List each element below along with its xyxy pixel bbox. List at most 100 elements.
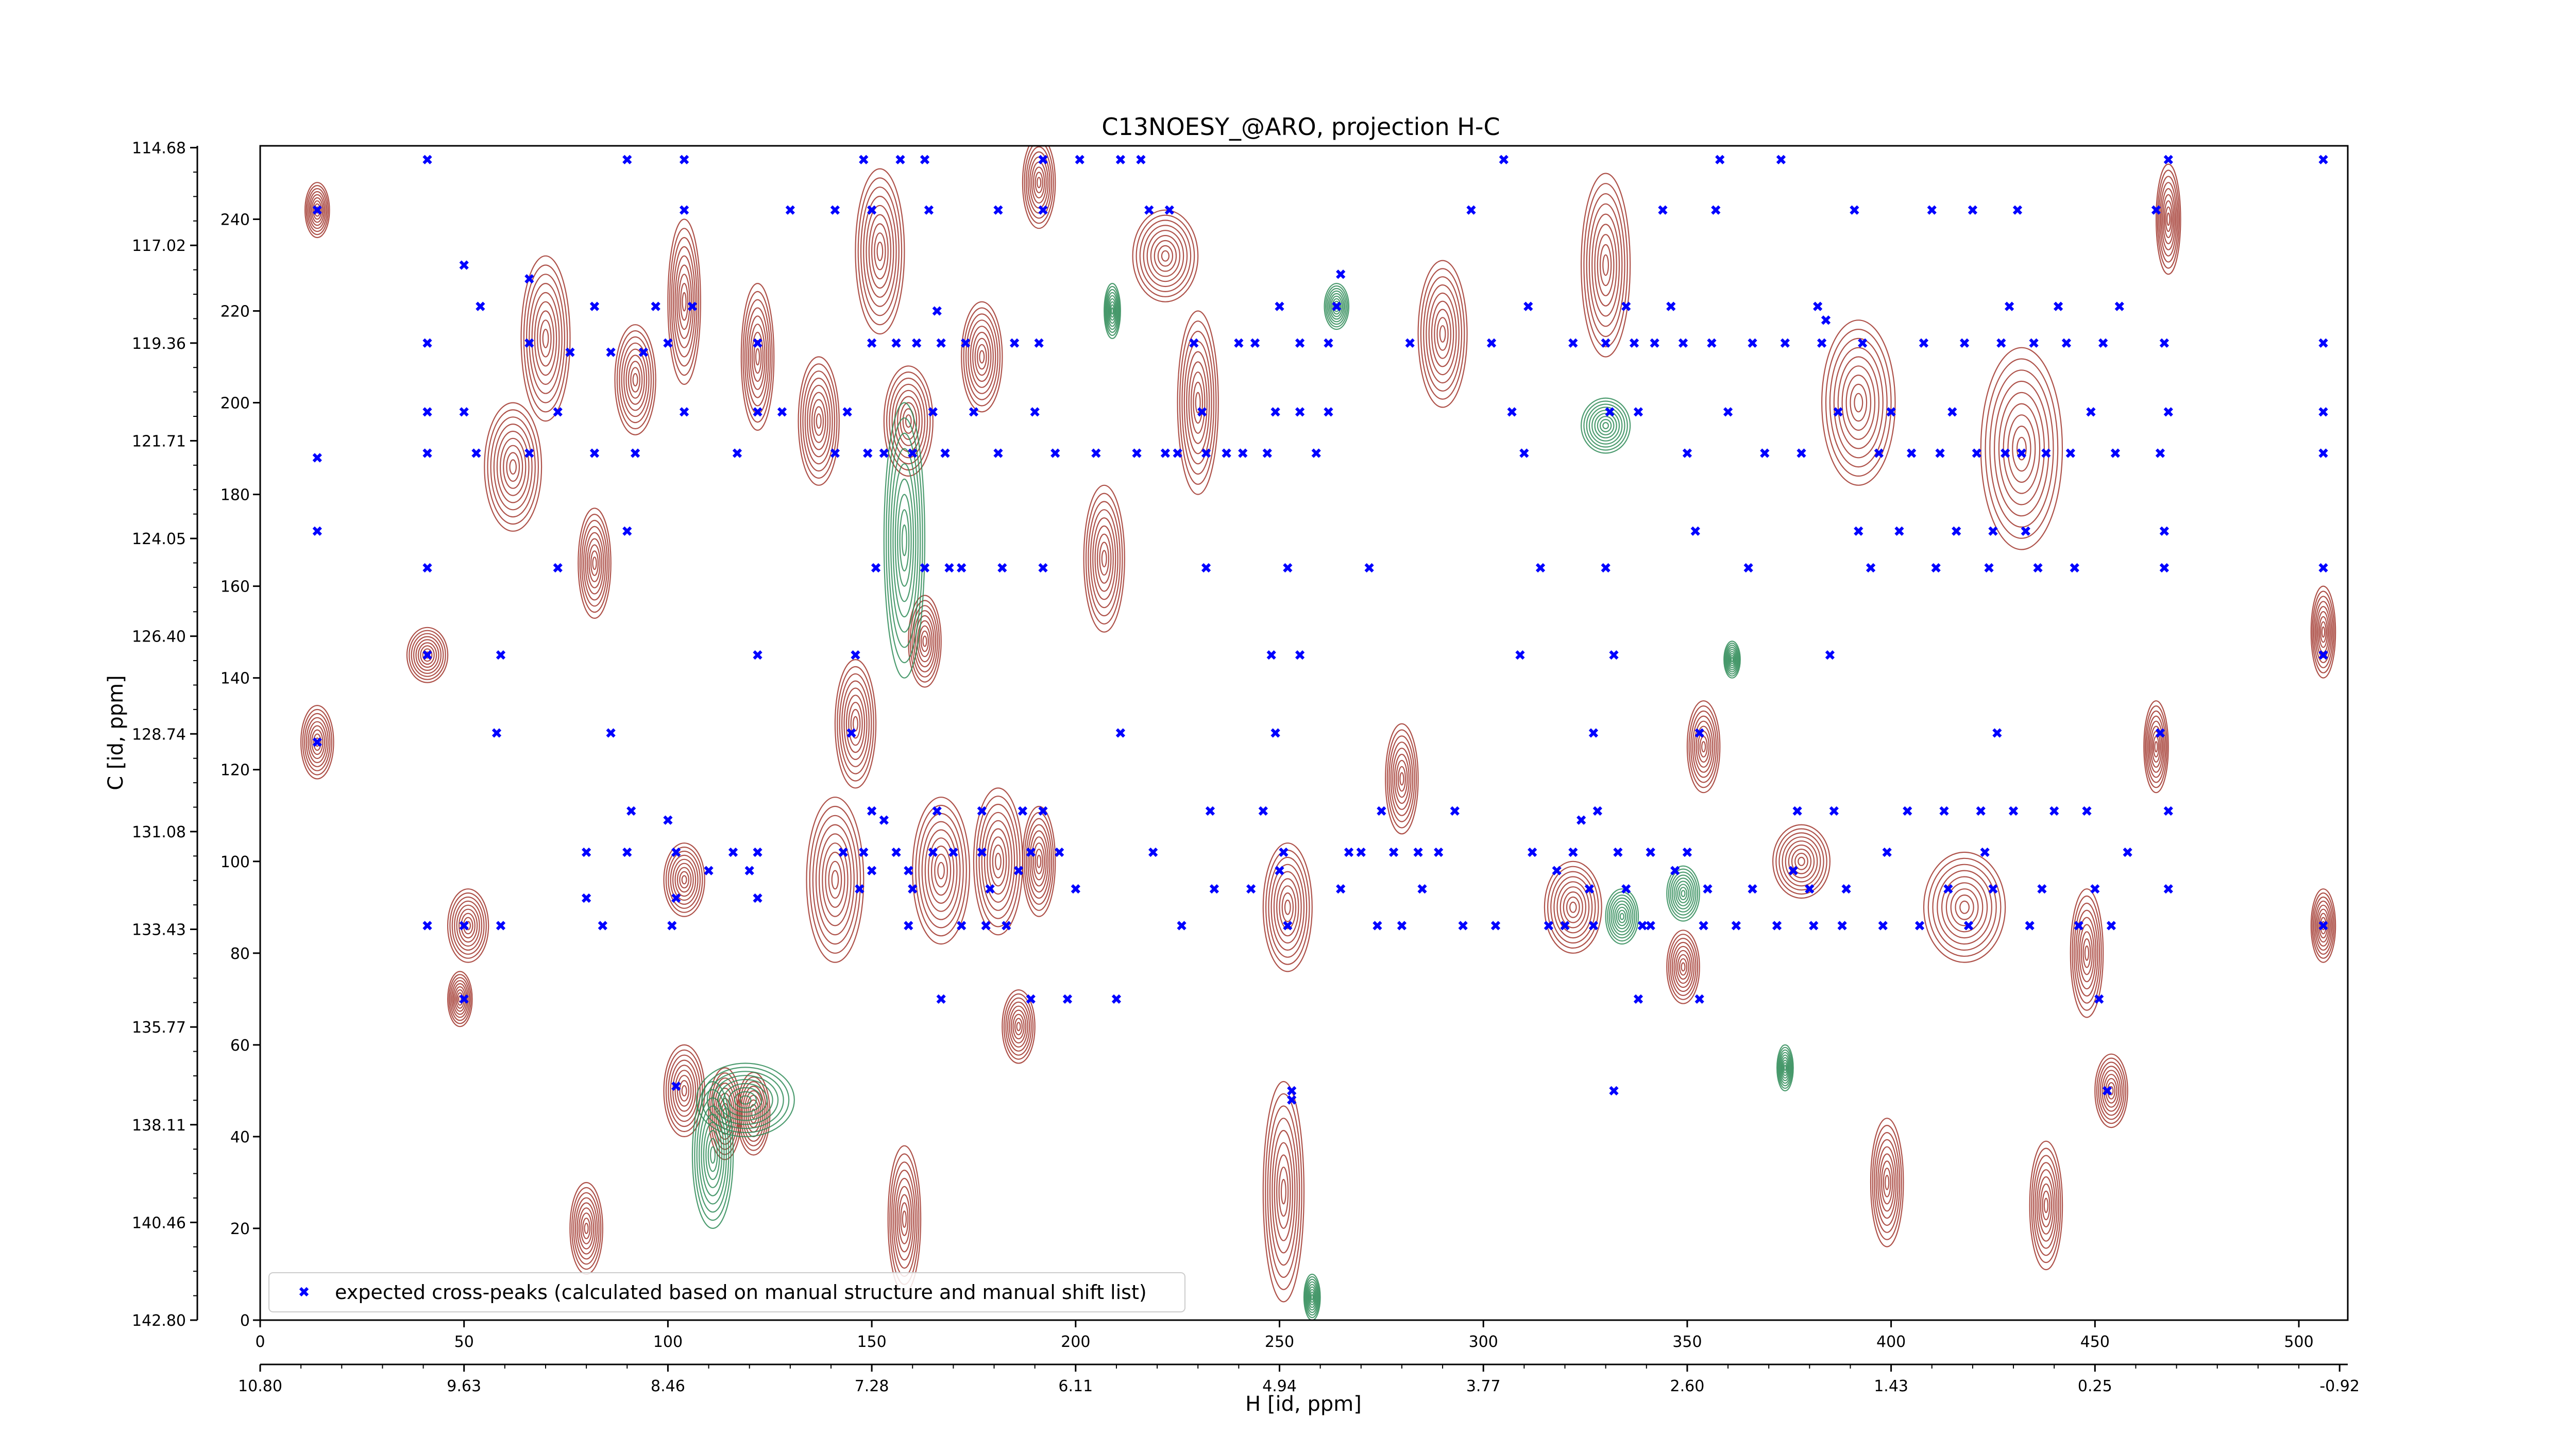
cross-peak-marker bbox=[671, 1081, 681, 1091]
cross-peak-marker bbox=[2029, 338, 2039, 348]
cross-peak-marker bbox=[1927, 205, 1937, 215]
y-ppm-tick-label: 138.11 bbox=[132, 1117, 186, 1135]
cross-peak-marker bbox=[1841, 884, 1851, 894]
positive-contour-peak bbox=[1177, 310, 1219, 495]
y-ppm-tick-label: 117.02 bbox=[132, 237, 186, 255]
cross-peak-marker bbox=[1324, 338, 1333, 348]
cross-peak-marker bbox=[1283, 921, 1293, 931]
x-ppm-tick-label: 8.46 bbox=[651, 1377, 685, 1395]
cross-peak-marker bbox=[589, 448, 600, 458]
cross-peak-marker bbox=[753, 407, 762, 417]
y-ppm-tick-label: 142.80 bbox=[132, 1312, 186, 1330]
cross-peak-marker bbox=[908, 448, 918, 458]
positive-contour-peak bbox=[887, 1145, 922, 1293]
y-ppm-tick-label: 121.71 bbox=[132, 432, 186, 450]
y-ppm-axis: 142.80 140.46 138.11 135.77 133.43 131.08 128.… bbox=[132, 140, 198, 1330]
cross-peak-marker bbox=[1160, 448, 1171, 458]
cross-peak-marker bbox=[2318, 448, 2328, 458]
cross-peak-marker bbox=[1413, 847, 1423, 857]
cross-peak-marker bbox=[1694, 994, 1704, 1004]
cross-peak-marker bbox=[2163, 155, 2173, 164]
cross-peak-marker bbox=[1486, 338, 1497, 348]
cross-peak-marker bbox=[422, 407, 432, 417]
positive-contour-peak bbox=[1083, 484, 1125, 633]
cross-peak-marker bbox=[2041, 448, 2051, 458]
positive-contour-peak bbox=[447, 888, 489, 963]
cross-peak-marker bbox=[936, 994, 946, 1004]
cross-peak-marker bbox=[2159, 338, 2169, 348]
cross-peak-marker bbox=[1528, 847, 1537, 857]
cross-peak-marker bbox=[2155, 448, 2165, 458]
cross-peak-marker bbox=[1002, 921, 1011, 931]
negative-contour-peak bbox=[1303, 1273, 1321, 1320]
positive-contour-peak bbox=[1385, 723, 1419, 835]
cross-peak-marker bbox=[1821, 315, 1831, 325]
positive-contour-peak bbox=[406, 627, 449, 683]
cross-peak-marker bbox=[1499, 155, 1509, 164]
cross-peak-marker bbox=[496, 921, 506, 931]
cross-peak-marker bbox=[1760, 448, 1770, 458]
cross-peak-marker bbox=[422, 338, 432, 348]
cross-peak-marker bbox=[879, 815, 889, 825]
cross-peak-marker bbox=[1295, 338, 1305, 348]
cross-peak-marker bbox=[1788, 866, 1798, 875]
cross-peak-marker bbox=[1568, 847, 1578, 857]
y-index-tick-label: 40 bbox=[230, 1128, 250, 1146]
cross-peak-marker bbox=[1886, 407, 1896, 417]
cross-peak-marker bbox=[753, 893, 762, 903]
cross-peak-marker bbox=[496, 650, 506, 660]
cross-peak-marker bbox=[1397, 921, 1407, 931]
cross-peak-marker bbox=[2016, 448, 2026, 458]
x-index-tick-label: 0 bbox=[255, 1333, 265, 1351]
cross-peak-marker bbox=[582, 847, 591, 857]
cross-peak-marker bbox=[1972, 448, 1981, 458]
positive-contour-peak bbox=[1022, 146, 1056, 229]
cross-peak-marker bbox=[1694, 728, 1704, 738]
cross-peak-marker bbox=[1238, 448, 1248, 458]
y-index-tick-label: 220 bbox=[221, 302, 250, 320]
positive-contour-peak bbox=[806, 797, 865, 963]
cross-peak-marker bbox=[1658, 205, 1668, 215]
cross-peak-marker bbox=[1034, 338, 1044, 348]
cross-peak-marker bbox=[2086, 407, 2096, 417]
cross-peak-marker bbox=[422, 921, 432, 931]
negative-contour-peak bbox=[691, 1081, 734, 1229]
cross-peak-marker bbox=[1943, 884, 1953, 894]
cross-peak-marker bbox=[1621, 884, 1631, 894]
cross-peak-marker bbox=[2025, 921, 2035, 931]
x-ppm-tick-label: 1.43 bbox=[1874, 1377, 1908, 1395]
cross-peak-marker bbox=[1931, 563, 1941, 573]
cross-peak-marker bbox=[924, 205, 934, 215]
cross-peak-marker bbox=[1588, 921, 1599, 931]
cross-peak-marker bbox=[2074, 921, 2083, 931]
legend-label: expected cross-peaks (calculated based o… bbox=[335, 1281, 1147, 1304]
cross-peak-marker bbox=[1646, 921, 1655, 931]
cross-peak-marker bbox=[1250, 338, 1260, 348]
cross-peak-marker bbox=[1588, 728, 1599, 738]
positive-contour-peak bbox=[834, 659, 877, 789]
cross-peak-marker bbox=[1609, 1086, 1619, 1096]
cross-peak-marker bbox=[606, 728, 616, 738]
y-index-axis: 0 20 40 60 80 100 120 140 160 180 200 220 240 bbox=[221, 211, 260, 1330]
cross-peak-marker bbox=[920, 563, 930, 573]
cross-peak-marker bbox=[1311, 448, 1321, 458]
cross-peak-marker bbox=[1197, 407, 1207, 417]
cross-peak-marker bbox=[471, 448, 481, 458]
cross-peak-marker bbox=[2082, 806, 2092, 816]
cross-peak-marker bbox=[1417, 884, 1427, 894]
cross-peak-marker bbox=[1715, 155, 1725, 164]
cross-peak-marker bbox=[2114, 301, 2124, 311]
positive-contour-peak bbox=[569, 1182, 603, 1275]
cross-peak-marker bbox=[651, 301, 660, 311]
cross-peak-marker bbox=[2318, 338, 2328, 348]
cross-peak-marker bbox=[1388, 847, 1399, 857]
cross-peak-marker bbox=[1854, 526, 1863, 536]
cross-peak-marker bbox=[1833, 407, 1843, 417]
x-ppm-tick-label: 0.25 bbox=[2078, 1377, 2112, 1395]
cross-peak-marker bbox=[1988, 526, 1998, 536]
cross-peak-marker bbox=[1026, 847, 1036, 857]
positive-contour-peak bbox=[2029, 1140, 2063, 1271]
cross-peak-marker bbox=[859, 847, 869, 857]
cross-peak-marker bbox=[2159, 563, 2169, 573]
cross-peak-marker bbox=[867, 205, 877, 215]
